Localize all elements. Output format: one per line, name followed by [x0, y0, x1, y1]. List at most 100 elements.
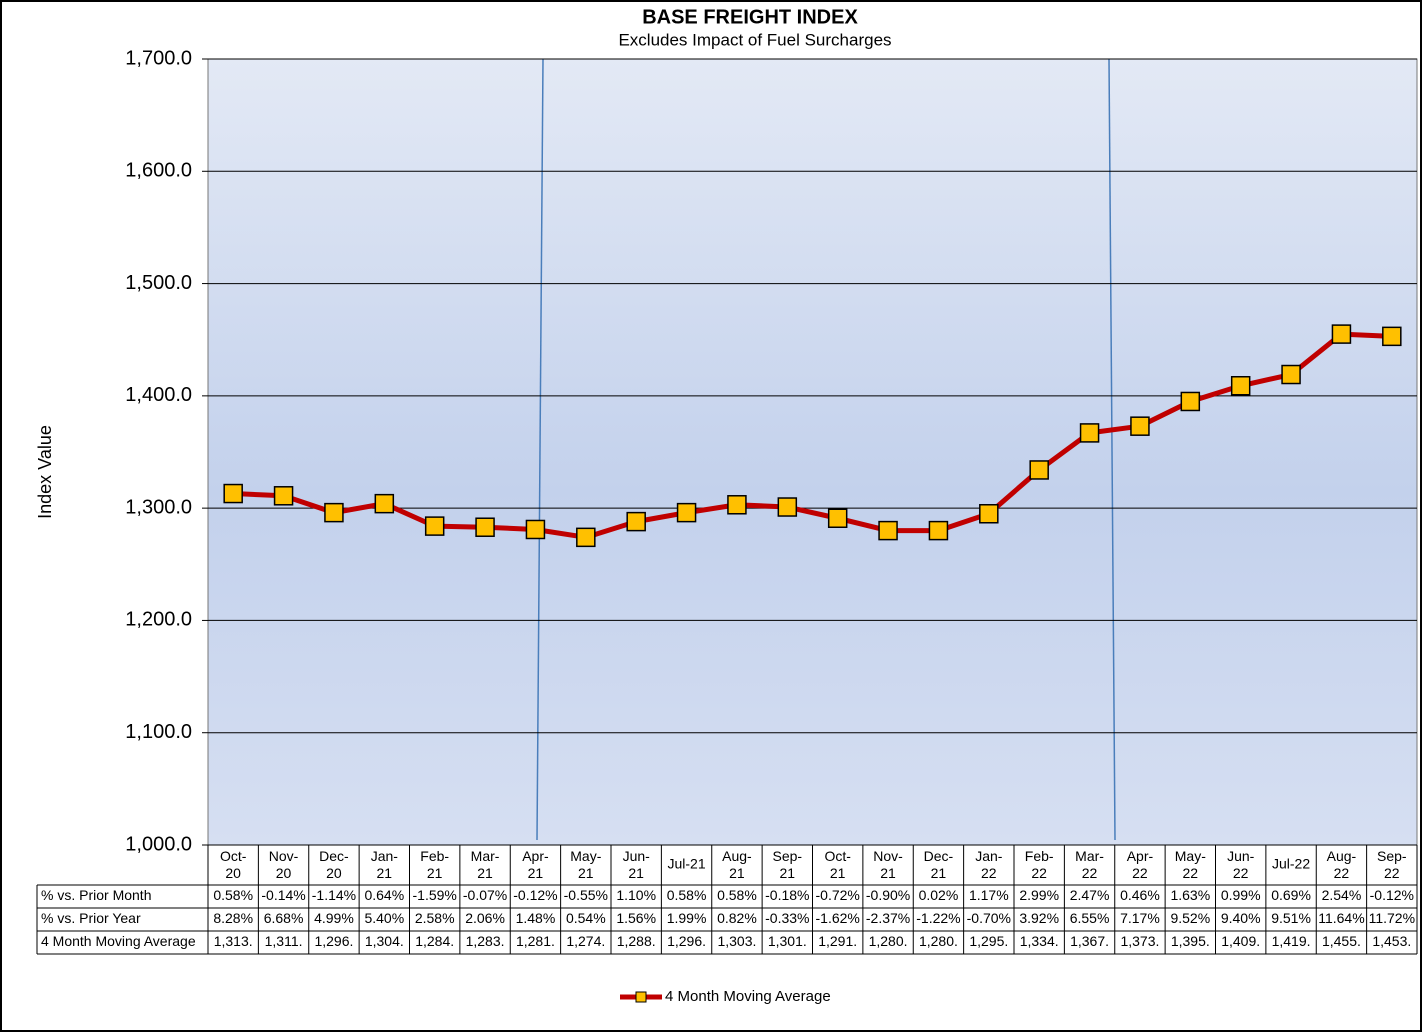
marker — [324, 502, 344, 523]
x-tick-label: Aug-22 — [1327, 848, 1357, 881]
table-cell: 0.58% — [213, 887, 253, 903]
table-cell: 1,288. — [617, 933, 656, 949]
table-cell: -2.37% — [866, 910, 910, 926]
table-cell: -0.55% — [564, 887, 608, 903]
table-cell: 2.99% — [1019, 887, 1059, 903]
table-cell: 1,367. — [1070, 933, 1109, 949]
table-cell: -0.70% — [967, 910, 1011, 926]
x-tick-label: Jul-22 — [1272, 856, 1310, 872]
marker — [1029, 460, 1049, 480]
marker — [979, 504, 999, 524]
x-tick-label: Dec-20 — [319, 848, 349, 881]
table-cell: 1,296. — [667, 933, 706, 949]
marker — [223, 483, 243, 504]
row-header: % vs. Prior Month — [41, 887, 151, 903]
x-tick-label: May-21 — [570, 848, 601, 881]
table-cell: 2.06% — [465, 910, 505, 926]
x-tick-label: Jun-21 — [623, 848, 651, 881]
table-cell: 1,395. — [1171, 933, 1210, 949]
x-tick-label: Jul-21 — [667, 856, 705, 872]
table-cell: 1,296. — [314, 933, 353, 949]
x-tick-label: Jan-22 — [975, 848, 1003, 881]
table-cell: -0.07% — [463, 887, 507, 903]
x-tick-label: Oct-21 — [824, 848, 851, 881]
table-cell: 1,303. — [717, 933, 756, 949]
table-cell: 3.92% — [1019, 910, 1059, 926]
y-tick-label: 1,500.0 — [125, 272, 192, 294]
row-header: % vs. Prior Year — [41, 910, 141, 926]
table-cell: 2.47% — [1070, 887, 1110, 903]
chart-subtitle: Excludes Impact of Fuel Surcharges — [618, 30, 891, 49]
x-tick-label: Nov-20 — [269, 848, 299, 881]
y-tick-label: 1,000.0 — [125, 833, 192, 855]
table-cell: 1.56% — [616, 910, 656, 926]
x-tick-label: Feb-21 — [420, 848, 449, 881]
table-cell: 8.28% — [213, 910, 253, 926]
x-tick-label: Apr-22 — [1127, 848, 1154, 881]
table-cell: 1,311. — [265, 933, 303, 949]
x-tick-label: Feb-22 — [1025, 848, 1054, 881]
x-tick-label: Aug-21 — [722, 848, 752, 881]
table-cell: 1,281. — [516, 933, 555, 949]
table-cell: -0.33% — [765, 910, 809, 926]
marker — [475, 517, 495, 537]
table-cell: 0.58% — [717, 887, 757, 903]
table-cell: 0.99% — [1221, 887, 1261, 903]
marker — [626, 511, 646, 532]
y-tick-label: 1,600.0 — [125, 160, 192, 182]
table-cell: 4.99% — [314, 910, 354, 926]
marker — [424, 516, 445, 536]
y-tick-label: 1,300.0 — [125, 496, 192, 518]
table-cell: 1,304. — [365, 933, 404, 949]
table-cell: 1,274. — [566, 933, 605, 949]
table-cell: -1.14% — [312, 887, 356, 903]
table-cell: 0.54% — [566, 910, 606, 926]
table-cell: 0.46% — [1120, 887, 1160, 903]
marker — [928, 520, 949, 541]
marker — [273, 486, 294, 506]
table-cell: 1,280. — [919, 933, 958, 949]
chart-content: 1,000.0 1,100.0 1,200.0 1,300.0 1,400.0 1,500… — [36, 47, 1418, 1005]
marker — [1180, 391, 1201, 412]
y-tick-label: 1,100.0 — [125, 721, 192, 743]
table-cell: 1,301. — [768, 933, 807, 949]
table-cell: 0.64% — [364, 887, 404, 903]
x-tick-label: Mar-22 — [1075, 848, 1104, 881]
plot-area — [207, 58, 1418, 846]
table-cell: 1,280. — [869, 933, 908, 949]
table-cell: 1,409. — [1221, 933, 1260, 949]
table-cell: 5.40% — [364, 910, 404, 926]
marker — [374, 493, 395, 514]
table-cell: 2.54% — [1322, 887, 1362, 903]
marker — [777, 497, 798, 517]
table-cell: 1,453. — [1372, 933, 1411, 949]
marker — [878, 520, 898, 541]
table-cell: 1,455. — [1322, 933, 1361, 949]
table-cell: -0.12% — [1370, 887, 1414, 903]
table-cell: -0.90% — [866, 887, 910, 903]
marker — [525, 519, 546, 540]
table-cell: 1.10% — [616, 887, 656, 903]
row-header: 4 Month Moving Average — [41, 933, 196, 949]
table-cell: 1.17% — [969, 887, 1009, 903]
table-cell: 7.17% — [1120, 910, 1160, 926]
table-cell: 1.48% — [516, 910, 556, 926]
divider — [1108, 58, 1116, 841]
table-cell: 1,291. — [818, 933, 857, 949]
table-cell: -1.59% — [413, 887, 457, 903]
marker — [1230, 376, 1251, 396]
table-cell: 1,419. — [1272, 933, 1311, 949]
legend-label: 4 Month Moving Average — [665, 988, 831, 1005]
table-cell: 1,283. — [466, 933, 505, 949]
x-tick-label: Jan-21 — [371, 848, 399, 881]
y-tick-label: 1,200.0 — [125, 609, 192, 631]
table-cell: 9.51% — [1271, 910, 1311, 926]
table-cell: 11.64% — [1318, 910, 1364, 926]
y-tick-label: 1,700.0 — [125, 47, 192, 69]
table-cell: 0.58% — [667, 887, 707, 903]
marker — [676, 502, 697, 523]
table-cell: -0.18% — [765, 887, 809, 903]
table-cell: 1,373. — [1120, 933, 1159, 949]
table-cell: 1,313. — [214, 933, 253, 949]
